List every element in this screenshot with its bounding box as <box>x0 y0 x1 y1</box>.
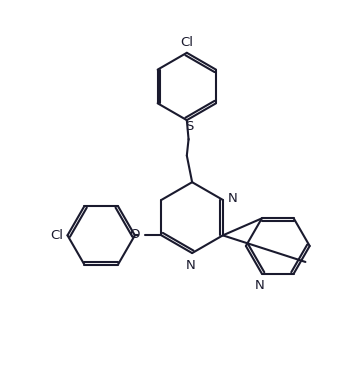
Text: Cl: Cl <box>50 229 63 242</box>
Text: N: N <box>185 259 195 272</box>
Text: Cl: Cl <box>180 36 193 48</box>
Text: N: N <box>228 192 237 205</box>
Text: O: O <box>130 228 140 241</box>
Text: S: S <box>185 120 193 133</box>
Text: N: N <box>255 279 265 292</box>
